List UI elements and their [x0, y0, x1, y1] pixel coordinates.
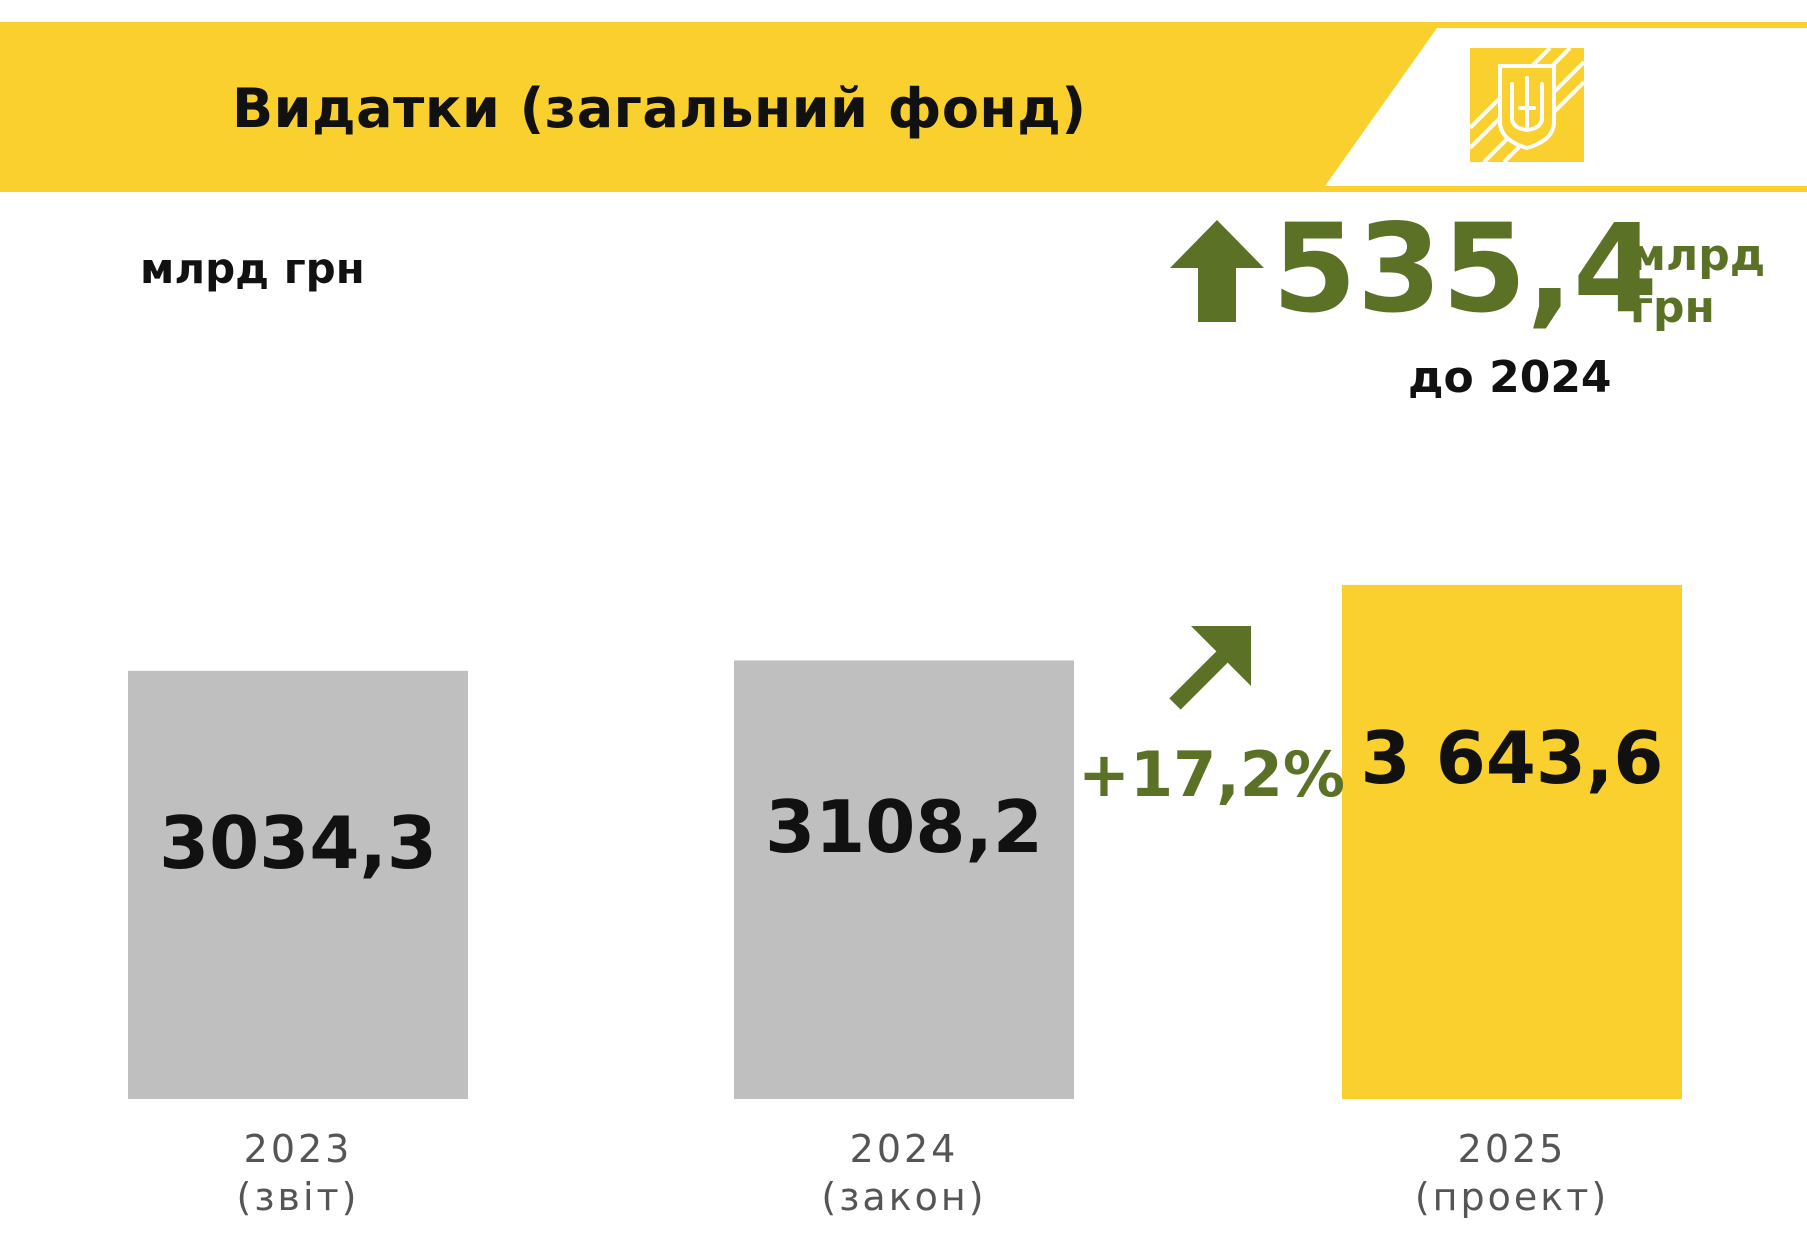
delta-reference: до 2024 — [1408, 352, 1612, 403]
x-tick-sublabel: (звіт) — [237, 1175, 360, 1219]
unit-label: млрд грн — [140, 244, 365, 293]
bar-2024 — [734, 660, 1074, 1099]
delta-value: 535,4 — [1272, 198, 1658, 340]
delta-unit-line1: млрд — [1630, 230, 1766, 281]
x-tick-sublabel: (проект) — [1415, 1175, 1609, 1219]
x-tick-label: 2023 — [244, 1127, 353, 1171]
bar-value-label: 3108,2 — [765, 785, 1043, 869]
delta-unit: млрд грн — [1630, 230, 1790, 334]
growth-percent: +17,2% — [1078, 738, 1346, 811]
bar-value-label: 3 643,6 — [1361, 716, 1664, 800]
bar-value-label: 3034,3 — [159, 801, 437, 885]
x-tick-label: 2024 — [850, 1127, 959, 1171]
arrow-up-right-icon — [1169, 626, 1251, 710]
x-tick-label: 2025 — [1458, 1127, 1567, 1171]
bar-2025 — [1342, 584, 1682, 1099]
arrow-up-icon — [1170, 220, 1264, 322]
trident-emblem-icon — [1470, 48, 1584, 162]
delta-unit-line2: грн — [1630, 282, 1715, 333]
bar-2023 — [128, 670, 468, 1099]
x-tick-sublabel: (закон) — [821, 1175, 986, 1219]
page-title: Видатки (загальний фонд) — [232, 77, 1087, 140]
